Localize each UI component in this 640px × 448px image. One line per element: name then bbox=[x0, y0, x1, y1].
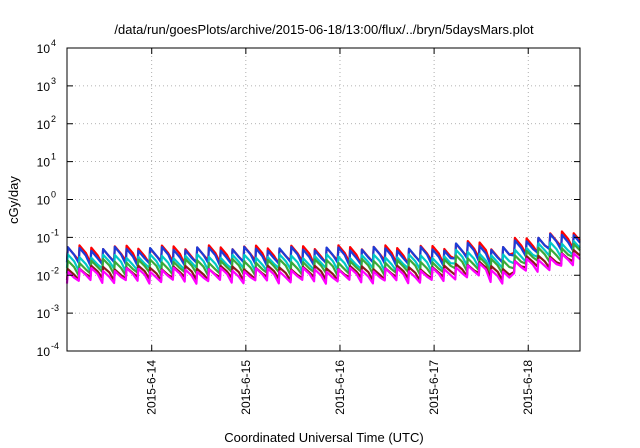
x-tick-label: 2015-6-18 bbox=[521, 360, 535, 415]
x-axis-ticks: 2015-6-14 2015-6-15 2015-6-16 2015-6-17 2015… bbox=[145, 48, 535, 415]
y-tick-base: 10 bbox=[37, 156, 51, 170]
x-tick-label: 2015-6-16 bbox=[333, 360, 347, 415]
y-tick-exponent: 2 bbox=[51, 114, 56, 124]
y-tick-base: 10 bbox=[37, 118, 51, 132]
y-tick-exponent: -4 bbox=[51, 341, 59, 351]
chart-title: /data/run/goesPlots/archive/2015-06-18/1… bbox=[114, 22, 534, 37]
y-tick-label: 10 1 bbox=[37, 152, 56, 170]
x-tick-label: 2015-6-17 bbox=[427, 360, 441, 415]
y-tick-label: 10 -1 bbox=[37, 227, 59, 245]
series-line bbox=[65, 252, 581, 285]
y-tick-exponent: -2 bbox=[51, 265, 59, 275]
y-tick-label: 10 4 bbox=[37, 38, 56, 56]
y-tick-exponent: -1 bbox=[51, 227, 59, 237]
x-axis-label: Coordinated Universal Time (UTC) bbox=[224, 430, 423, 445]
series-line bbox=[65, 233, 581, 267]
series-line bbox=[65, 242, 581, 277]
y-tick-base: 10 bbox=[37, 345, 51, 359]
series-line bbox=[65, 249, 581, 282]
y-tick-label: 10 -2 bbox=[37, 265, 59, 283]
y-tick-label: 10 -3 bbox=[37, 303, 59, 321]
y-tick-label: 10 3 bbox=[37, 76, 56, 94]
x-tick-label: 2015-6-14 bbox=[145, 360, 159, 415]
y-tick-exponent: 0 bbox=[51, 190, 56, 200]
series-line bbox=[65, 240, 581, 273]
y-tick-label: 10 0 bbox=[37, 190, 56, 208]
y-tick-base: 10 bbox=[37, 269, 51, 283]
y-tick-base: 10 bbox=[37, 194, 51, 208]
x-tick-label: 2015-6-15 bbox=[239, 360, 253, 415]
y-axis-label: cGy/day bbox=[6, 176, 21, 224]
grid-lines bbox=[67, 48, 580, 351]
y-tick-base: 10 bbox=[37, 42, 51, 56]
y-tick-base: 10 bbox=[37, 307, 51, 321]
y-tick-exponent: 1 bbox=[51, 152, 56, 162]
y-tick-base: 10 bbox=[37, 80, 51, 94]
y-tick-exponent: -3 bbox=[51, 303, 59, 313]
y-tick-label: 10 2 bbox=[37, 114, 56, 132]
y-tick-exponent: 3 bbox=[51, 76, 56, 86]
series-group bbox=[65, 230, 581, 285]
y-tick-label: 10 -4 bbox=[37, 341, 59, 359]
y-tick-exponent: 4 bbox=[51, 38, 56, 48]
y-tick-base: 10 bbox=[37, 231, 51, 245]
